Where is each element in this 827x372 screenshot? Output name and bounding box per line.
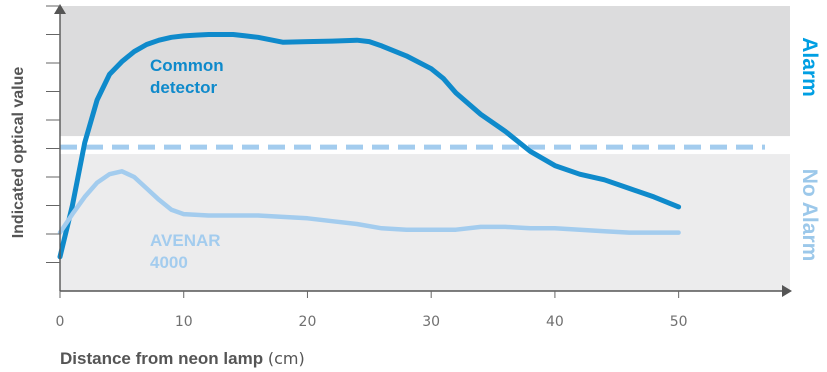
y-axis-label: Indicated optical value <box>10 67 27 239</box>
x-tick-label: 40 <box>546 314 564 330</box>
series-label-avenar-4000: AVENAR <box>150 231 221 250</box>
series-label-common-detector: detector <box>150 78 217 97</box>
series-label-avenar-4000: 4000 <box>150 253 188 272</box>
x-tick-label: 10 <box>175 314 193 330</box>
x-tick-label: 20 <box>299 314 317 330</box>
x-axis-label: Distance from neon lamp (cm) <box>60 349 305 368</box>
x-tick-label: 50 <box>670 314 688 330</box>
zone-label-alarm: Alarm <box>798 37 821 97</box>
x-tick-label: 30 <box>422 314 440 330</box>
zone-label-no-alarm: No Alarm <box>798 169 821 262</box>
x-tick-label: 0 <box>56 314 65 330</box>
series-label-common-detector: Common <box>150 56 224 75</box>
